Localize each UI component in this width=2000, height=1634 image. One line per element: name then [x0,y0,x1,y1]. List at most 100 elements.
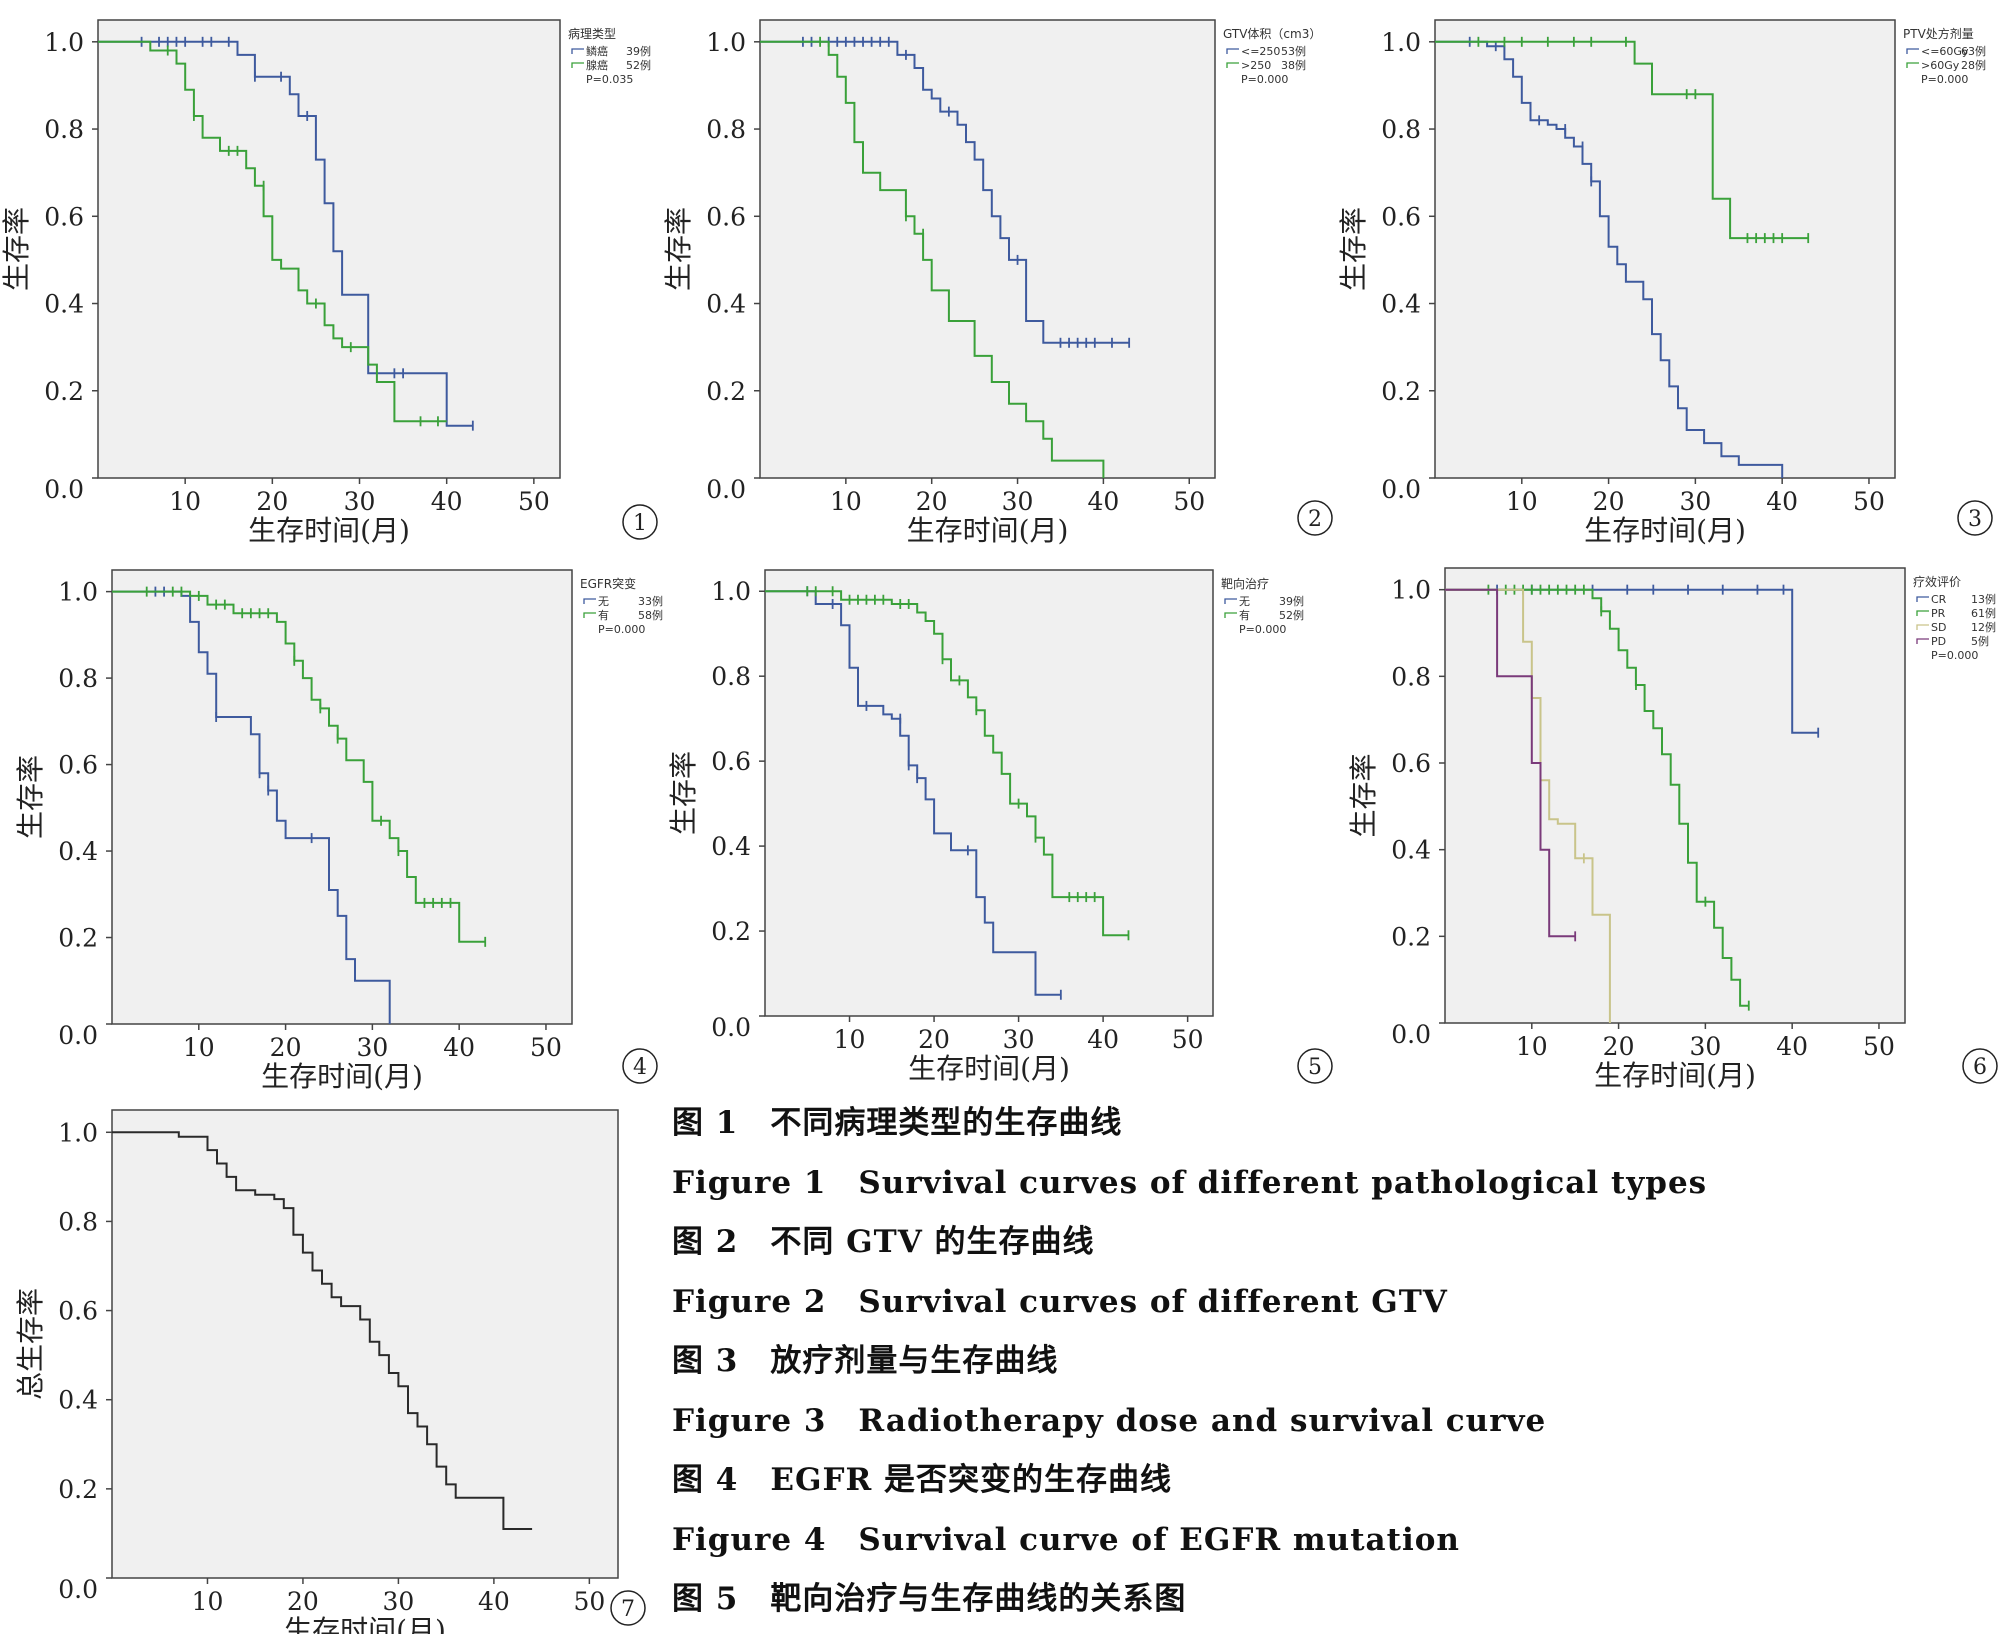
km-chart-egfr: 0.0 0.2 0.4 0.6 0.8 1.0 10 20 30 40 50 生存时间(月) 生存率 EG… [14,569,663,1093]
x-tick-label: 30 [344,487,376,516]
panel-number: 7 [621,1597,635,1622]
y-tick-label: 0.8 [711,662,751,691]
x-tick-label: 20 [270,1033,302,1062]
y-tick-label: 0.2 [711,917,751,946]
y-tick-label: 0.4 [1381,290,1421,319]
y-tick-label: 0.6 [1381,202,1421,231]
x-tick-label: 30 [1003,1025,1035,1054]
legend-swatch [1916,610,1929,616]
legend-title: GTV体积（cm3） [1223,27,1321,41]
km-chart-targeted-therapy: 0.0 0.2 0.4 0.6 0.8 1.0 10 20 30 40 50 生存时间(月) 生存率 靶向… [667,569,1333,1085]
chart-panel-2: 0.0 0.2 0.4 0.6 0.8 1.0 10 20 30 40 50 生存时间(月) 生存率 GT… [662,0,1335,550]
plot-area [1444,567,1906,1024]
survival-curve-series-1 [765,590,1061,996]
legend-swatch [1224,612,1237,618]
figure-captions: 图 1 不同病理类型的生存曲线 Figure 1 Survival curves… [672,1098,1982,1634]
y-tick-label: 0.2 [58,924,98,953]
survival-curve-series-3 [1445,588,1611,1023]
legend-count: 53例 [1281,44,1306,58]
caption-fig3-cn: 图 3 放疗剂量与生存曲线 [672,1343,1059,1379]
km-chart-overall: 0.0 0.2 0.4 0.6 0.8 1.0 10 20 30 40 50 生存时间(月) 总生存率 7 [14,1109,646,1634]
panel-number: 2 [1308,507,1322,532]
y-tick-label: 1.0 [44,28,84,57]
x-tick-label: 10 [183,1033,215,1062]
legend-swatch [571,48,584,54]
panel-number: 1 [633,511,647,536]
x-tick-label: 20 [916,487,948,516]
legend-swatch [1916,596,1929,602]
y-tick-label: 0.0 [706,475,746,504]
survival-curve-series-4 [1445,588,1576,938]
legend-label: SD [1931,621,1946,634]
x-tick-label: 30 [383,1587,415,1616]
legend-label: CR [1931,593,1947,606]
caption-fig2-en: Figure 2 Survival curves of different GT… [672,1283,1448,1320]
y-axis-title: 生存率 [1337,207,1370,291]
y-tick-label: 0.4 [1391,836,1431,865]
y-axis-title: 总生存率 [14,1288,47,1400]
survival-curve-series-1 [760,40,1130,344]
panel-number-circle [622,1048,658,1084]
x-tick-label: 20 [1603,1032,1635,1061]
legend-p-value: P=0.000 [1921,73,1968,86]
x-tick-label: 40 [431,487,463,516]
chart-panel-6: 0.0 0.2 0.4 0.6 0.8 1.0 10 20 30 40 50 生存时间(月) 生存率 疗效… [1340,548,2000,1098]
y-tick-label: 0.8 [706,115,746,144]
y-axis-title: 生存率 [14,755,47,839]
survival-curve-series-1 [112,1131,533,1530]
caption-fig3-en: Figure 3 Radiotherapy dose and survival … [672,1402,1547,1439]
legend-p-value: P=0.000 [1239,623,1286,636]
y-tick-label: 0.0 [1391,1020,1431,1049]
x-tick-label: 40 [1087,1025,1119,1054]
x-tick-label: 50 [530,1033,562,1062]
x-tick-label: 40 [478,1587,510,1616]
legend-swatch [1906,48,1919,54]
y-axis-title: 生存率 [1347,753,1380,837]
legend-label: 无 [1239,595,1250,608]
y-axis-title: 生存率 [667,751,700,835]
panel-number: 3 [1968,507,1982,532]
y-tick-label: 0.2 [706,377,746,406]
y-tick-label: 0.4 [58,837,98,866]
legend-count: 13例 [1971,592,1996,606]
y-tick-label: 0.2 [44,377,84,406]
x-tick-label: 40 [1776,1032,1808,1061]
y-tick-label: 0.6 [58,751,98,780]
x-tick-label: 30 [356,1033,388,1062]
chart-panel-3: 0.0 0.2 0.4 0.6 0.8 1.0 10 20 30 40 50 生存时间(月) 生存率 PT… [1337,0,2000,550]
legend-label: <=250 [1241,45,1280,58]
x-tick-label: 30 [1679,487,1711,516]
y-tick-label: 0.2 [1381,377,1421,406]
x-axis-title: 生存时间(月) [261,1060,423,1093]
legend-title: 疗效评价 [1913,574,1961,589]
x-tick-label: 50 [518,487,550,516]
x-tick-label: 40 [1766,487,1798,516]
y-tick-label: 0.6 [706,202,746,231]
y-tick-label: 0.2 [1391,922,1431,951]
caption-fig4-cn: 图 4 EGFR 是否突变的生存曲线 [672,1462,1173,1498]
legend-title: EGFR突变 [580,576,636,591]
panel-number-circle [1297,1048,1333,1084]
plot-area [759,19,1216,479]
plot-area [111,1109,619,1579]
x-axis-title: 生存时间(月) [907,514,1069,547]
survival-curve-series-2 [1435,40,1809,240]
legend-swatch [583,598,596,604]
y-tick-label: 0.8 [58,664,98,693]
survival-curve-series-1 [1435,40,1784,478]
legend-label: PD [1931,635,1946,648]
x-tick-label: 10 [192,1587,224,1616]
survival-curve-series-1 [1445,588,1819,734]
legend-count: 52例 [626,58,651,72]
legend-label: >250 [1241,59,1271,72]
y-tick-label: 0.4 [58,1386,98,1415]
caption-fig5-cn: 图 5 靶向治疗与生存曲线的关系图 [672,1581,1187,1617]
y-tick-label: 0.6 [58,1297,98,1326]
legend-title: PTV处方剂量 [1903,26,1974,41]
y-tick-label: 1.0 [58,578,98,607]
y-tick-label: 0.8 [1381,115,1421,144]
x-axis-title: 生存时间(月) [284,1614,446,1634]
chart-panel-7: 0.0 0.2 0.4 0.6 0.8 1.0 10 20 30 40 50 生存时间(月) 总生存率 7 [0,1090,660,1634]
legend-title: 病理类型 [568,26,616,41]
survival-curve-series-1 [98,40,473,427]
